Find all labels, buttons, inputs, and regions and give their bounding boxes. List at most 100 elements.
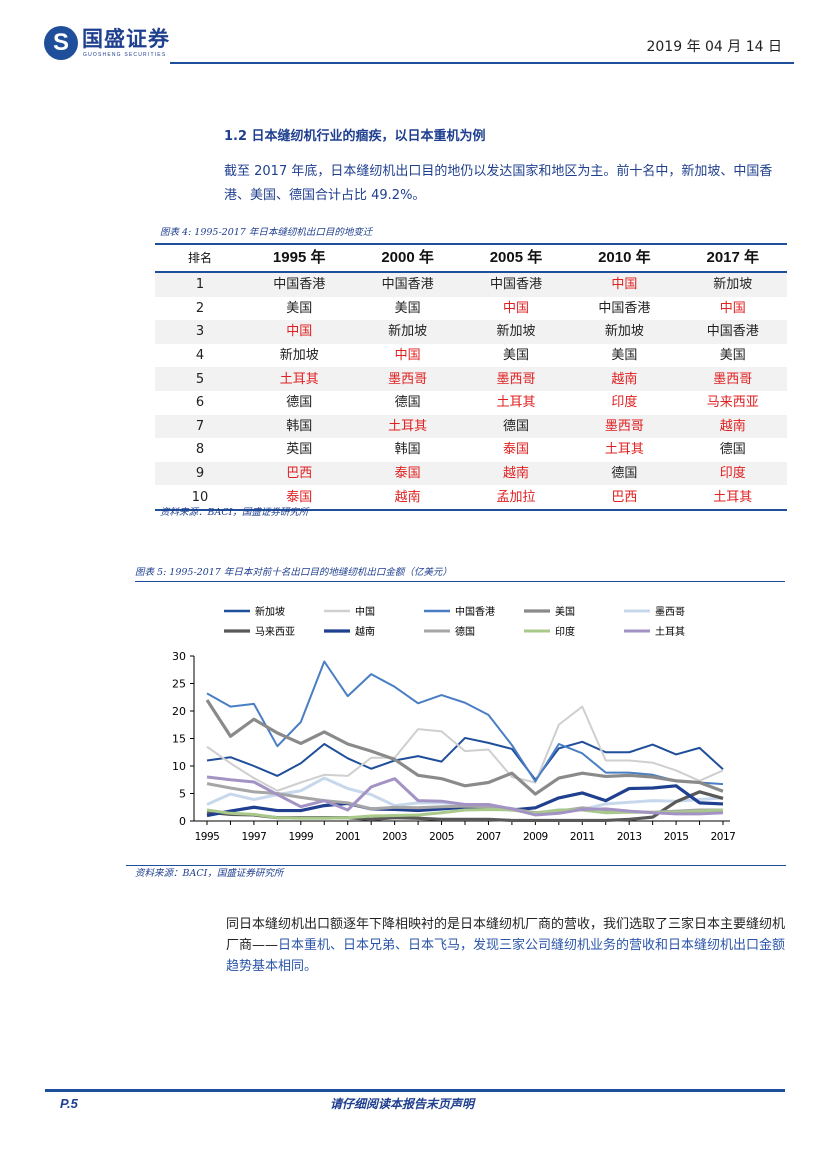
table-header-row: 排名 1995 年 2000 年 2005 年 2010 年 2017 年 [155, 244, 787, 273]
series-line-3 [205, 699, 724, 796]
country-cell: 墨西哥 [678, 367, 787, 391]
chart-caption: 图表 5: 1995-2017 年日本对前十名出口目的地缝纫机出口金额（亿美元） [135, 567, 452, 578]
year-header: 2000 年 [353, 244, 462, 273]
legend-label: 美国 [555, 605, 575, 618]
rank-cell: 8 [195, 442, 205, 458]
country-cell: 巴西 [245, 461, 354, 486]
country-cell: 韩国 [394, 442, 421, 458]
intro-paragraph: 截至 2017 年底，日本缝纫机出口目的地仍以发达国家和地区为主。前十名中，新加… [224, 164, 773, 203]
legend-label: 中国 [355, 605, 375, 618]
year-header: 2010 年 [570, 244, 679, 273]
table-source: 资料来源：BACI，国盛证券研究所 [160, 507, 309, 518]
country-cell: 墨西哥 [353, 367, 462, 391]
legend-label: 中国香港 [455, 605, 495, 618]
x-tick-label: 2009 [523, 831, 548, 843]
chart-top-rule [135, 581, 785, 582]
country-cell: 美国 [719, 348, 746, 364]
country-cell: 墨西哥 [461, 367, 571, 391]
legend-label: 马来西亚 [255, 626, 295, 638]
table-row: 1 中国香港 中国香港 中国香港 中国 新加坡 [155, 272, 787, 297]
logo-text: 国盛证券 [82, 27, 170, 51]
country-cell: 印度 [611, 395, 638, 411]
y-tick-label: 25 [172, 678, 186, 691]
export-line-chart: 0 5 10 15 20 25 30 1995 1997 1999 2001 2003 2005 2007… [172, 605, 736, 843]
report-date: 2019 年 04 月 14 日 [646, 39, 782, 55]
country-cell: 中国香港 [353, 272, 462, 297]
country-cell: 墨西哥 [570, 414, 679, 439]
country-cell: 中国香港 [598, 300, 651, 316]
country-cell: 土耳其 [353, 414, 462, 439]
country-cell: 马来西亚 [706, 395, 759, 411]
rank-cell: 2 [195, 300, 205, 316]
rank-cell: 3 [155, 320, 245, 344]
x-tick-label: 2001 [335, 831, 360, 843]
table-row: 2 美国 美国 中国 中国香港 中国 [155, 297, 787, 321]
rank-header: 排名 [155, 244, 245, 273]
x-tick-label: 1997 [242, 831, 267, 843]
y-tick-label: 20 [172, 705, 186, 718]
table-row: 8 英国 韩国 泰国 土耳其 德国 [155, 438, 787, 462]
country-cell: 土耳其 [713, 489, 753, 505]
x-tick-label: 2015 [664, 831, 689, 843]
chart-bottom-rule [126, 865, 786, 866]
country-cell: 韩国 [245, 414, 354, 439]
country-cell: 土耳其 [604, 442, 644, 458]
x-tick-label: 2003 [382, 831, 407, 843]
country-cell: 越南 [678, 414, 787, 439]
table-row: 7 韩国 土耳其 德国 墨西哥 越南 [155, 414, 787, 439]
rank-cell: 5 [155, 367, 245, 391]
country-cell: 美国 [394, 300, 421, 316]
year-header: 2005 年 [461, 244, 571, 273]
country-cell: 泰国 [353, 461, 462, 486]
country-cell: 美国 [611, 348, 638, 364]
country-cell: 中国香港 [461, 272, 571, 297]
footer-divider [45, 1089, 785, 1092]
country-cell: 德国 [394, 395, 421, 411]
destination-ranking-table: 排名 1995 年 2000 年 2005 年 2010 年 2017 年 1 中国香港 中国… [155, 243, 787, 511]
x-tick-label: 2017 [711, 831, 736, 843]
country-cell: 新加坡 [461, 320, 571, 344]
table-row: 9 巴西 泰国 越南 德国 印度 [155, 461, 787, 486]
country-cell: 德国 [719, 442, 746, 458]
body-paragraph: 同日本缝纫机出口额逐年下降相映衬的是日本缝纫机厂商的营收，我们选取了三家日本主要… [226, 914, 786, 977]
year-header: 2017 年 [678, 244, 787, 273]
country-cell: 印度 [678, 461, 787, 486]
rank-cell: 7 [155, 414, 245, 439]
country-cell: 中国香港 [678, 320, 787, 344]
country-cell: 新加坡 [678, 272, 787, 297]
logo-subtext: GUOSHENG SECURITIES [83, 52, 167, 58]
legend-label: 新加坡 [255, 605, 285, 618]
legend-label: 墨西哥 [655, 606, 685, 618]
table-row: 3 中国 新加坡 新加坡 新加坡 中国香港 [155, 320, 787, 344]
table-row: 4 新加坡 中国 美国 美国 美国 [155, 344, 787, 368]
country-cell: 中国 [719, 300, 746, 316]
country-cell: 中国 [394, 348, 421, 364]
legend-label: 越南 [355, 625, 375, 638]
section-title: 1.2 日本缝纫机行业的痼疾，以日本重机为例 [224, 129, 486, 144]
series-line-2 [206, 660, 724, 786]
country-cell: 英国 [286, 442, 313, 458]
page-number: P.5 [60, 1096, 78, 1111]
table-row: 10 泰国 越南 孟加拉 巴西 土耳其 [155, 485, 787, 510]
country-cell: 中国 [570, 272, 679, 297]
country-cell: 土耳其 [496, 395, 536, 411]
footer-disclaimer: 请仔细阅读本报告末页声明 [330, 1097, 475, 1111]
legend-label: 土耳其 [655, 625, 685, 638]
y-tick-label: 10 [172, 760, 186, 773]
country-cell: 美国 [286, 300, 313, 316]
x-tick-label: 2011 [570, 831, 595, 843]
series-line-0 [206, 736, 724, 781]
rank-cell: 4 [195, 348, 205, 364]
x-tick-label: 1999 [288, 831, 313, 843]
country-cell: 巴西 [611, 489, 638, 505]
y-tick-label: 15 [172, 733, 186, 746]
country-cell: 中国 [245, 320, 354, 344]
rank-cell: 1 [155, 272, 245, 297]
country-cell: 中国 [502, 300, 529, 316]
y-tick-label: 0 [179, 815, 186, 828]
body-text-highlight: 日本重机、日本兄弟、日本飞马，发现三家公司缝纫机业务的营收和日本缝纫机出口金额趋… [226, 938, 786, 974]
country-cell: 越南 [570, 367, 679, 391]
country-cell: 新加坡 [353, 320, 462, 344]
y-tick-label: 30 [172, 650, 186, 663]
chart-source: 资料来源：BACI，国盛证券研究所 [135, 868, 284, 879]
